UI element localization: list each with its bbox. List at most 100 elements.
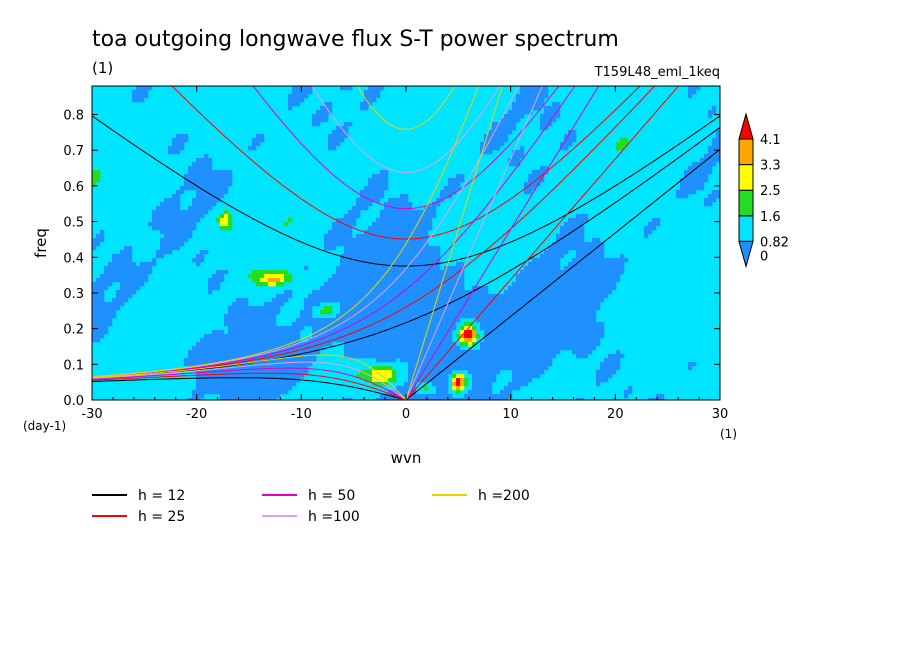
contour-cell (200, 386, 205, 391)
contour-cell (392, 350, 397, 355)
contour-cell (272, 350, 277, 355)
contour-cell (524, 298, 529, 303)
contour-cell (376, 182, 381, 187)
contour-cell (504, 114, 509, 119)
contour-cell (464, 358, 469, 363)
contour-cell (220, 370, 225, 375)
contour-cell (556, 318, 561, 323)
contour-cell (548, 350, 553, 355)
contour-cell (132, 262, 137, 267)
contour-cell (268, 354, 273, 359)
contour-cell (368, 306, 373, 311)
contour-cell (232, 374, 237, 379)
contour-cell (364, 286, 369, 291)
contour-cell (100, 238, 105, 243)
contour-cell (408, 218, 413, 223)
contour-cell (612, 354, 617, 359)
contour-cell (364, 242, 369, 247)
contour-cell (192, 202, 197, 207)
contour-cell (380, 274, 385, 279)
contour-cell (364, 262, 369, 267)
contour-cell (516, 302, 521, 307)
contour-cell (200, 342, 205, 347)
contour-cell (516, 306, 521, 311)
contour-cell (364, 246, 369, 251)
contour-cell (484, 370, 489, 375)
contour-cell (240, 322, 245, 327)
contour-cell (388, 354, 393, 359)
contour-cell (188, 174, 193, 179)
contour-cell (564, 222, 569, 227)
contour-cell (432, 342, 437, 347)
contour-cell (452, 378, 457, 383)
contour-cell (472, 362, 477, 367)
contour-cell (336, 294, 341, 299)
contour-cell (260, 346, 265, 351)
contour-cell (252, 390, 257, 395)
contour-cell (496, 334, 501, 339)
contour-cell (584, 302, 589, 307)
contour-cell (256, 306, 261, 311)
contour-cell (188, 218, 193, 223)
contour-cell (480, 318, 485, 323)
contour-cell (508, 382, 513, 387)
contour-cell (588, 254, 593, 259)
contour-cell (368, 254, 373, 259)
contour-cell (500, 366, 505, 371)
contour-cell (560, 142, 565, 147)
contour-cell (420, 354, 425, 359)
contour-cell (356, 246, 361, 251)
contour-cell (536, 294, 541, 299)
contour-cell (292, 378, 297, 383)
contour-cell (404, 322, 409, 327)
contour-cell (208, 346, 213, 351)
contour-cell (420, 230, 425, 235)
contour-cell (376, 278, 381, 283)
contour-cell (516, 282, 521, 287)
contour-cell (524, 306, 529, 311)
contour-cell (196, 166, 201, 171)
contour-cell (176, 134, 181, 139)
contour-cell (400, 250, 405, 255)
contour-cell (348, 222, 353, 227)
contour-cell (380, 266, 385, 271)
contour-cell (288, 362, 293, 367)
contour-cell (372, 318, 377, 323)
contour-cell (512, 126, 517, 131)
contour-cell (372, 222, 377, 227)
contour-cell (260, 318, 265, 323)
contour-cell (384, 226, 389, 231)
contour-cell (388, 366, 393, 371)
contour-cell (436, 262, 441, 267)
contour-cell (544, 326, 549, 331)
contour-cell (452, 302, 457, 307)
contour-cell (440, 322, 445, 327)
contour-cell (216, 178, 221, 183)
contour-cell (260, 138, 265, 143)
contour-cell (504, 138, 509, 143)
contour-cell (440, 378, 445, 383)
contour-cell (496, 354, 501, 359)
contour-cell (556, 322, 561, 327)
contour-cell (460, 354, 465, 359)
contour-cell (572, 230, 577, 235)
contour-cell (376, 226, 381, 231)
contour-cell (368, 266, 373, 271)
contour-cell (332, 330, 337, 335)
contour-cell (544, 254, 549, 259)
contour-cell (212, 358, 217, 363)
contour-cell (208, 170, 213, 175)
contour-cell (552, 110, 557, 115)
contour-cell (544, 358, 549, 363)
contour-cell (292, 102, 297, 107)
contour-cell (352, 286, 357, 291)
contour-cell (356, 258, 361, 263)
contour-cell (504, 310, 509, 315)
contour-cell (248, 334, 253, 339)
contour-cell (348, 238, 353, 243)
contour-cell (352, 274, 357, 279)
contour-cell (276, 326, 281, 331)
contour-cell (248, 342, 253, 347)
contour-cell (168, 214, 173, 219)
